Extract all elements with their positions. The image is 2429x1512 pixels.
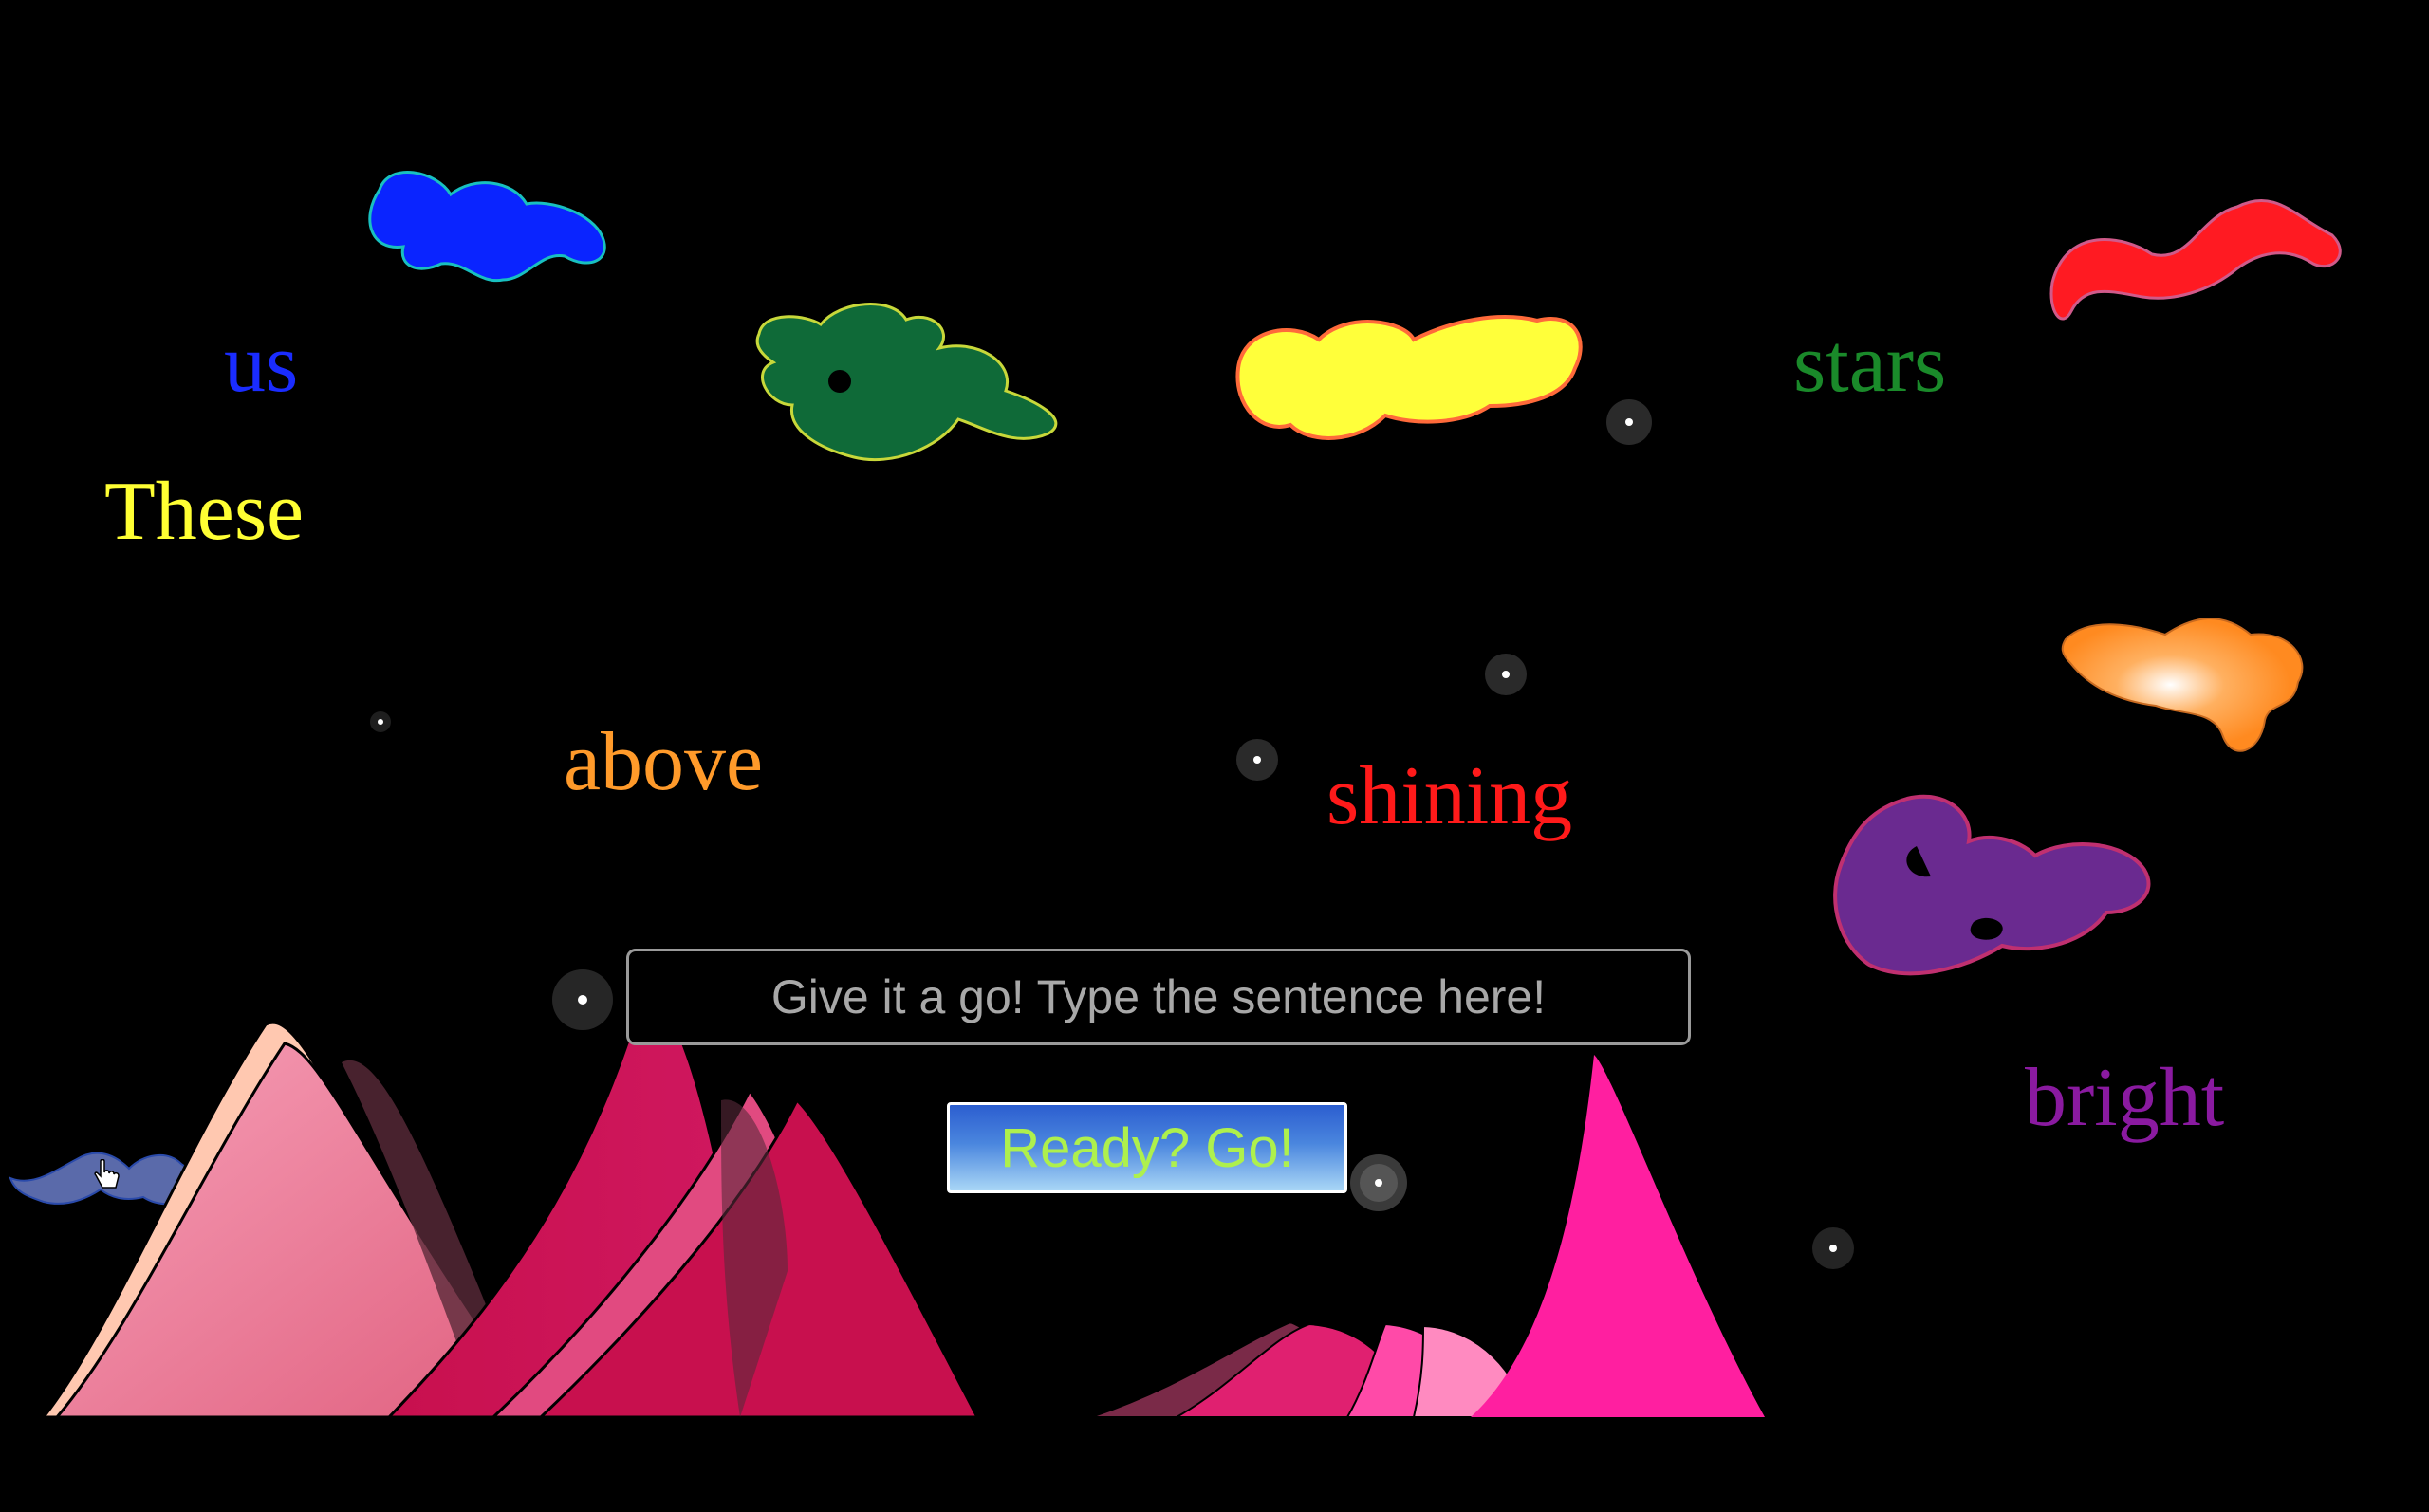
- word-shining: shining: [1326, 750, 1573, 842]
- word-bright: bright: [2025, 1052, 2225, 1144]
- orange-blob: [2061, 618, 2304, 752]
- word-above: above: [564, 716, 764, 808]
- twinkle-star-icon: [1812, 1227, 1854, 1269]
- twinkle-star-icon: [370, 711, 391, 732]
- twinkle-star-icon: [552, 969, 613, 1030]
- yellow-blob: [1235, 315, 1583, 440]
- hand-cursor-icon: [94, 1159, 120, 1189]
- go-button[interactable]: Ready? Go!: [947, 1102, 1347, 1193]
- sentence-input[interactable]: [626, 949, 1691, 1045]
- mountain-range: [0, 986, 2429, 1512]
- green-blob: [755, 303, 1058, 462]
- purple-blob: [1833, 794, 2151, 976]
- twinkle-star-icon: [1606, 399, 1652, 445]
- sparkle-icon: [1350, 1154, 1407, 1211]
- word-these: These: [104, 466, 305, 558]
- word-stars: stars: [1793, 318, 1947, 410]
- blue-blob: [368, 171, 606, 283]
- word-us: us: [224, 318, 299, 410]
- red-blob: [2049, 198, 2342, 321]
- twinkle-star-icon: [1485, 654, 1527, 695]
- twinkle-star-icon: [1236, 739, 1278, 781]
